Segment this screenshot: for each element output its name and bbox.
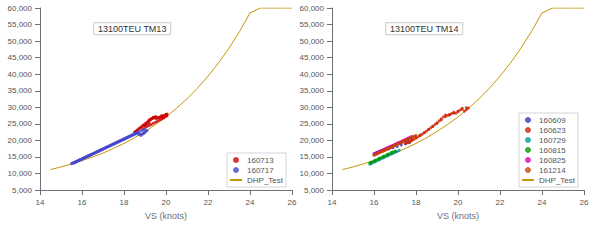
svg-text:16: 16 (78, 198, 87, 207)
svg-text:30,000: 30,000 (300, 103, 325, 112)
svg-text:22: 22 (204, 198, 213, 207)
svg-text:60,000: 60,000 (8, 4, 33, 13)
svg-text:25,000: 25,000 (300, 119, 325, 128)
svg-text:55,000: 55,000 (8, 20, 33, 29)
svg-text:160825: 160825 (539, 156, 566, 165)
svg-text:10,000: 10,000 (8, 169, 33, 178)
svg-text:18: 18 (120, 198, 129, 207)
svg-text:35,000: 35,000 (8, 86, 33, 95)
svg-text:22: 22 (496, 198, 505, 207)
svg-text:60,000: 60,000 (300, 4, 325, 13)
svg-text:160623: 160623 (539, 126, 566, 135)
svg-text:50,000: 50,000 (300, 37, 325, 46)
svg-text:160729: 160729 (539, 136, 566, 145)
svg-text:45,000: 45,000 (8, 53, 33, 62)
svg-text:55,000: 55,000 (300, 20, 325, 29)
svg-text:35,000: 35,000 (300, 86, 325, 95)
svg-text:24: 24 (246, 198, 255, 207)
svg-text:20,000: 20,000 (300, 136, 325, 145)
svg-text:25,000: 25,000 (8, 119, 33, 128)
svg-text:40,000: 40,000 (8, 70, 33, 79)
svg-text:15,000: 15,000 (300, 152, 325, 161)
svg-text:50,000: 50,000 (8, 37, 33, 46)
svg-text:13100TEU TM13: 13100TEU TM13 (98, 24, 166, 34)
svg-text:20: 20 (162, 198, 171, 207)
svg-text:DHP_Test: DHP_Test (247, 176, 284, 185)
svg-text:26: 26 (288, 198, 297, 207)
svg-text:18: 18 (412, 198, 421, 207)
svg-text:14: 14 (328, 198, 337, 207)
svg-text:5,000: 5,000 (304, 186, 325, 195)
svg-text:160717: 160717 (247, 166, 274, 175)
svg-text:161214: 161214 (539, 166, 566, 175)
svg-text:5,000: 5,000 (12, 186, 33, 195)
svg-text:13100TEU TM14: 13100TEU TM14 (390, 24, 458, 34)
svg-text:160713: 160713 (247, 156, 274, 165)
svg-text:DHP_Test: DHP_Test (539, 176, 576, 185)
svg-text:45,000: 45,000 (300, 53, 325, 62)
svg-text:VS (knots): VS (knots) (145, 211, 187, 221)
svg-text:VS (knots): VS (knots) (437, 211, 479, 221)
svg-text:30,000: 30,000 (8, 103, 33, 112)
svg-text:15,000: 15,000 (8, 152, 33, 161)
svg-text:26: 26 (580, 198, 589, 207)
svg-text:40,000: 40,000 (300, 70, 325, 79)
svg-text:20,000: 20,000 (8, 136, 33, 145)
svg-text:160609: 160609 (539, 116, 566, 125)
svg-text:16: 16 (370, 198, 379, 207)
svg-text:14: 14 (36, 198, 45, 207)
svg-text:20: 20 (454, 198, 463, 207)
svg-text:24: 24 (538, 198, 547, 207)
svg-text:10,000: 10,000 (300, 169, 325, 178)
svg-text:160815: 160815 (539, 146, 566, 155)
